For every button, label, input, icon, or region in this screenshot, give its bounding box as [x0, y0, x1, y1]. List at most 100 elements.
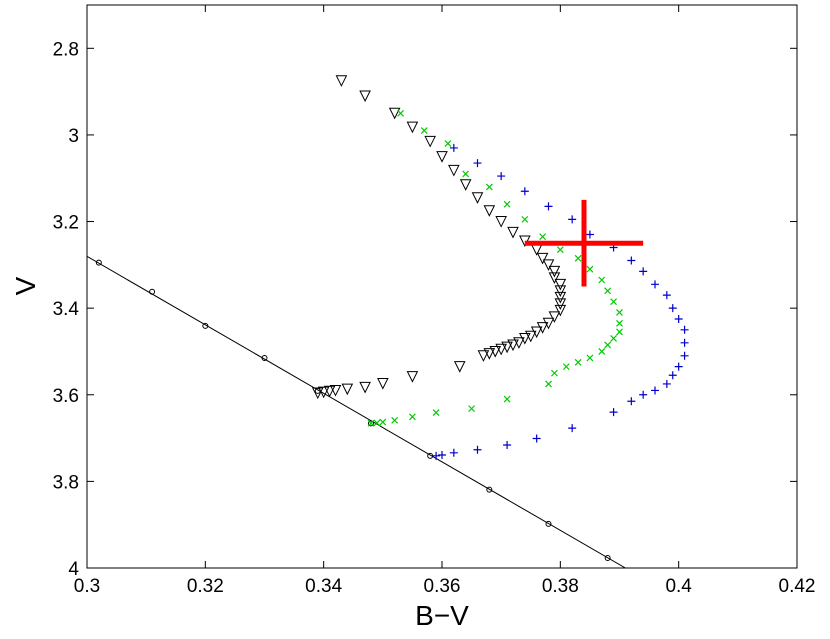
plus-point — [568, 215, 577, 224]
x-tick-label: 0.32 — [187, 576, 224, 597]
plus-point — [473, 445, 482, 454]
circle-point — [149, 288, 156, 295]
triangle-point — [536, 322, 549, 334]
plus-point — [609, 408, 618, 417]
plus-point — [532, 434, 541, 443]
annotation-layer — [524, 199, 644, 287]
x-tick-label: 0.3 — [74, 576, 100, 597]
triangle-point — [406, 121, 419, 134]
triangle-point — [530, 326, 543, 339]
plus-point — [674, 314, 683, 323]
y-tick-label: 4 — [68, 559, 79, 580]
circle-point — [95, 259, 102, 266]
x-point — [539, 233, 547, 241]
series-x — [367, 109, 623, 427]
triangle-point — [459, 179, 472, 191]
x-tick-label: 0.4 — [665, 576, 692, 597]
y-axis-title: V — [10, 276, 41, 295]
plus-point — [668, 304, 677, 313]
x-point — [462, 170, 470, 178]
x-point — [468, 405, 476, 413]
plus-point — [449, 143, 458, 152]
x-point — [432, 409, 440, 416]
x-point — [604, 341, 612, 349]
x-tick-label: 0.34 — [305, 576, 342, 597]
y-tick-label: 2.8 — [53, 39, 79, 60]
triangle-point — [406, 371, 419, 383]
series-triangle-down — [311, 75, 567, 400]
x-point — [610, 298, 618, 306]
plus-point — [497, 172, 506, 181]
x-point — [574, 358, 582, 366]
triangle-point — [436, 151, 448, 163]
x-point — [586, 354, 594, 362]
triangle-point — [554, 291, 567, 304]
triangle-point — [341, 383, 354, 396]
x-point — [397, 109, 405, 117]
y-tick-label: 3.2 — [53, 213, 79, 234]
plus-point — [432, 451, 441, 460]
circle-point — [261, 354, 268, 361]
x-tick-label: 0.38 — [542, 576, 579, 597]
x-point — [391, 416, 399, 424]
plus-point — [680, 338, 689, 347]
triangle-point — [554, 278, 567, 291]
x-point — [550, 369, 558, 377]
plus-point — [674, 362, 683, 371]
x-point — [485, 183, 493, 191]
triangle-point — [477, 350, 490, 362]
plus-point — [449, 448, 458, 457]
triangle-point — [554, 304, 567, 317]
plus-point — [680, 325, 689, 334]
plus-point — [520, 187, 529, 196]
circle-point — [202, 322, 209, 329]
triangle-point — [424, 135, 436, 148]
triangle-point — [554, 298, 567, 310]
triangle-point — [359, 90, 371, 103]
y-tick-label: 3.6 — [53, 386, 79, 407]
plus-point — [668, 371, 677, 380]
triangle-point — [542, 259, 555, 271]
x-point — [586, 265, 594, 273]
x-point — [373, 419, 381, 427]
plus-point — [585, 230, 594, 239]
triangle-point — [311, 387, 324, 400]
triangle-point — [471, 192, 484, 204]
x-tick-label: 0.42 — [779, 576, 816, 597]
triangle-point — [548, 272, 561, 284]
series-plus — [432, 143, 689, 460]
y-tick-label: 3.8 — [53, 472, 79, 493]
circle-point — [604, 555, 611, 562]
plus-point — [438, 450, 446, 459]
circle-point — [545, 520, 552, 527]
triangle-point — [548, 265, 561, 278]
series-circle-line — [87, 255, 626, 568]
axis-layer: 0.3 0.32 0.34 0.36 0.38 0.4 0.42 2.8 3 3.2 3.4 3.6 3… — [53, 5, 816, 597]
triangle-point — [554, 285, 567, 297]
y-tick-label: 3.4 — [53, 299, 80, 320]
plus-point — [627, 397, 636, 406]
triangle-point — [507, 226, 519, 239]
x-point — [598, 276, 606, 284]
x-point — [408, 413, 416, 421]
triangle-point — [453, 361, 466, 373]
circle-point — [368, 420, 374, 427]
triangle-point — [388, 107, 401, 120]
reference-line — [87, 255, 626, 568]
plus-point — [639, 267, 648, 276]
plus-point — [503, 441, 512, 450]
data-layer — [87, 75, 689, 568]
plus-point — [639, 390, 648, 399]
x-point — [521, 215, 529, 223]
triangle-point — [448, 164, 460, 177]
x-point — [503, 200, 511, 208]
triangle-point — [536, 252, 549, 265]
triangle-point — [377, 378, 389, 390]
triangle-point — [335, 75, 348, 87]
plus-point — [627, 256, 636, 265]
x-point — [598, 348, 606, 355]
x-point — [367, 419, 375, 427]
x-point — [610, 335, 618, 342]
x-point — [379, 418, 387, 426]
